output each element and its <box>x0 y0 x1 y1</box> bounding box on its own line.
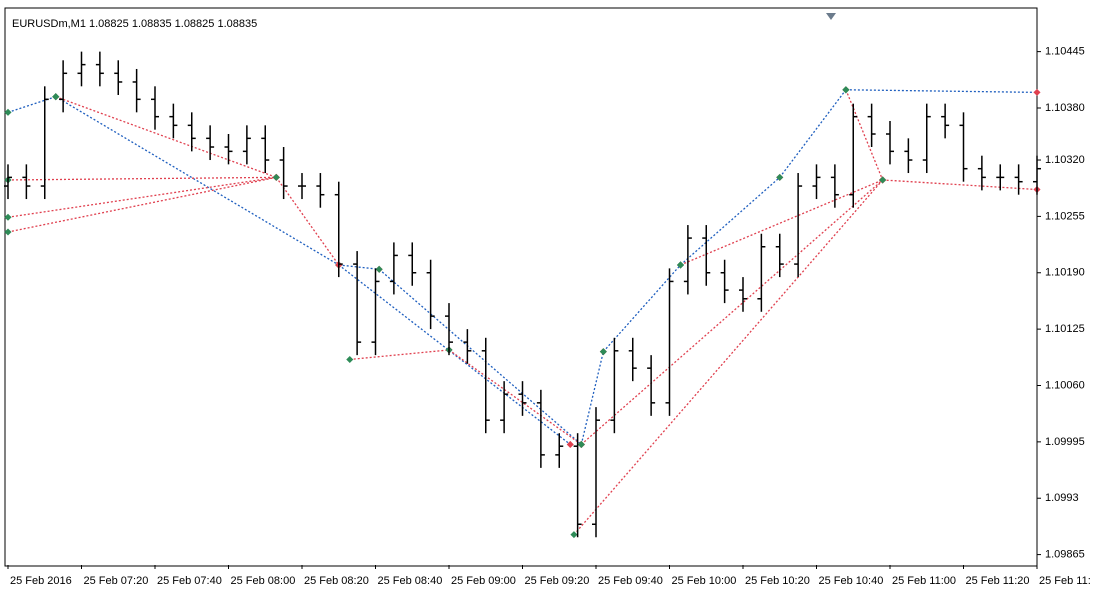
trendline <box>7 176 277 218</box>
anchor-marker <box>272 173 280 181</box>
y-tick-label: 1.10320 <box>1045 154 1085 166</box>
plot-frame <box>4 7 1038 567</box>
anchor-marker <box>776 173 784 181</box>
trendline <box>338 264 380 270</box>
x-tick-label: 25 Feb 10:40 <box>819 575 884 587</box>
trendline <box>7 176 277 181</box>
trendline <box>602 264 682 353</box>
x-tick-label: 25 Feb 07:40 <box>157 575 222 587</box>
y-tick-label: 1.0993 <box>1045 492 1079 504</box>
x-tick-label: 25 Feb 07:20 <box>84 575 149 587</box>
trendline <box>55 96 277 178</box>
y-tick-label: 1.10060 <box>1045 379 1085 391</box>
anchor-marker <box>346 355 354 364</box>
trendline <box>845 89 884 181</box>
y-tick-label: 1.10190 <box>1045 267 1085 279</box>
shift-marker <box>826 13 836 20</box>
x-tick-label: 25 Feb 08:00 <box>231 575 296 587</box>
anchor-marker <box>375 265 383 273</box>
trendline <box>580 179 884 445</box>
x-tick-label: 25 Feb 08:40 <box>378 575 443 587</box>
y-tick-label: 1.10380 <box>1045 102 1085 114</box>
anchor-marker <box>4 228 12 236</box>
x-tick-label: 25 Feb 11: <box>1039 575 1091 587</box>
trendline <box>338 264 571 445</box>
x-tick-label: 25 Feb 10:20 <box>745 575 810 587</box>
y-tick-label: 1.10445 <box>1045 46 1085 58</box>
trendline <box>680 179 883 266</box>
y-tick-label: 1.10255 <box>1045 210 1085 222</box>
trendline <box>55 96 340 266</box>
anchor-marker <box>599 348 607 356</box>
x-tick-label: 25 Feb 11:20 <box>966 575 1030 587</box>
x-tick-label: 25 Feb 09:20 <box>525 575 590 587</box>
anchor-marker <box>879 176 887 184</box>
anchor-marker <box>842 86 850 94</box>
x-tick-label: 25 Feb 10:00 <box>672 575 737 587</box>
anchor-marker <box>676 261 685 269</box>
trendline <box>448 349 582 445</box>
x-tick-label: 25 Feb 09:40 <box>598 575 663 587</box>
y-tick-label: 1.10125 <box>1045 323 1085 335</box>
x-tick-label: 25 Feb 09:00 <box>451 575 516 587</box>
x-tick-label: 25 Feb 08:20 <box>304 575 369 587</box>
trendline <box>7 176 277 233</box>
anchor-marker <box>566 440 574 448</box>
anchor-marker <box>4 213 12 221</box>
trendline <box>882 179 1038 191</box>
anchor-marker <box>570 531 578 539</box>
chart-title: EURUSDm,M1 1.08825 1.08835 1.08825 1.088… <box>12 18 257 30</box>
anchor-marker <box>577 440 585 448</box>
x-tick-label: 25 Feb 11:00 <box>892 575 956 587</box>
x-tick-label: 25 Feb 2016 <box>10 575 72 587</box>
y-tick-label: 1.09865 <box>1045 549 1085 561</box>
y-tick-label: 1.09995 <box>1045 436 1085 448</box>
trendline <box>378 268 582 445</box>
trendline <box>275 176 340 266</box>
trendline <box>349 349 450 361</box>
